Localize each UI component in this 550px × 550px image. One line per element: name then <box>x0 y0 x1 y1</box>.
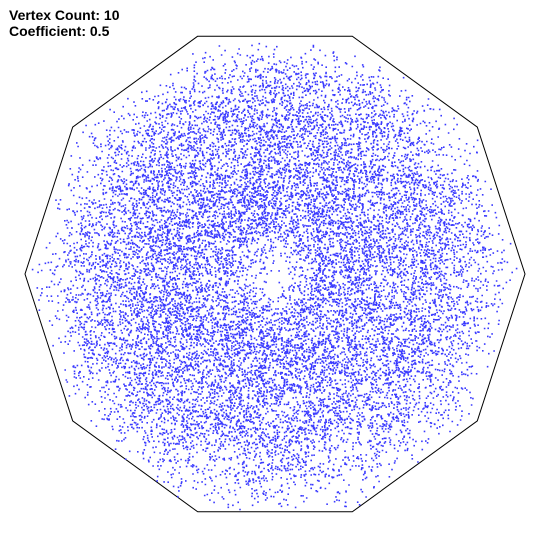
fractal-points <box>31 42 518 511</box>
parameter-readout: Vertex Count: 10 Coefficient: 0.5 <box>9 7 119 39</box>
fractal-point-cloud <box>31 42 518 511</box>
bounding-decagon <box>24 35 526 513</box>
vertex-count-label: Vertex Count: 10 <box>9 7 120 23</box>
coefficient-label: Coefficient: 0.5 <box>9 23 110 39</box>
